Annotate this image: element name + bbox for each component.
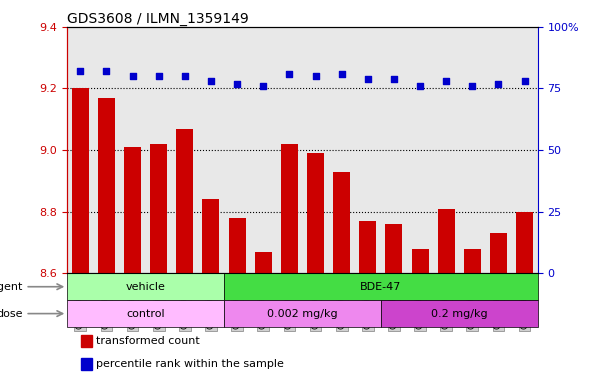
Point — [310, 73, 320, 79]
Bar — [359, 221, 376, 273]
Bar — [202, 199, 219, 273]
Bar — [412, 249, 428, 273]
Bar — [386, 224, 403, 273]
Bar — [67, 273, 224, 300]
Point — [258, 83, 268, 89]
Bar — [229, 218, 246, 273]
Text: GDS3608 / ILMN_1359149: GDS3608 / ILMN_1359149 — [67, 12, 249, 26]
Bar — [490, 233, 507, 273]
Point — [494, 81, 503, 87]
Point — [180, 73, 189, 79]
Bar — [81, 335, 92, 347]
Bar — [281, 144, 298, 273]
Bar — [381, 300, 538, 327]
Text: agent: agent — [0, 282, 62, 292]
Point — [154, 73, 164, 79]
Text: BDE-47: BDE-47 — [360, 282, 401, 292]
Bar — [67, 300, 224, 327]
Bar — [516, 212, 533, 273]
Bar — [224, 300, 381, 327]
Bar — [333, 172, 350, 273]
Text: dose: dose — [0, 309, 62, 319]
Point — [363, 76, 373, 82]
Point — [520, 78, 530, 84]
Point — [75, 68, 85, 74]
Bar — [437, 209, 455, 273]
Point — [467, 83, 477, 89]
Point — [441, 78, 451, 84]
Point — [232, 81, 242, 87]
Bar — [224, 273, 538, 300]
Point — [337, 71, 346, 77]
Text: 0.002 mg/kg: 0.002 mg/kg — [267, 309, 338, 319]
Point — [101, 68, 111, 74]
Point — [206, 78, 216, 84]
Bar — [255, 252, 272, 273]
Bar — [71, 88, 89, 273]
Text: percentile rank within the sample: percentile rank within the sample — [97, 359, 284, 369]
Text: 0.2 mg/kg: 0.2 mg/kg — [431, 309, 488, 319]
Point — [285, 71, 295, 77]
Point — [389, 76, 399, 82]
Text: vehicle: vehicle — [126, 282, 166, 292]
Bar — [124, 147, 141, 273]
Point — [128, 73, 137, 79]
Bar — [464, 249, 481, 273]
Bar — [81, 358, 92, 370]
Bar — [150, 144, 167, 273]
Text: transformed count: transformed count — [97, 336, 200, 346]
Bar — [177, 129, 193, 273]
Text: control: control — [126, 309, 165, 319]
Point — [415, 83, 425, 89]
Bar — [98, 98, 115, 273]
Bar — [307, 153, 324, 273]
